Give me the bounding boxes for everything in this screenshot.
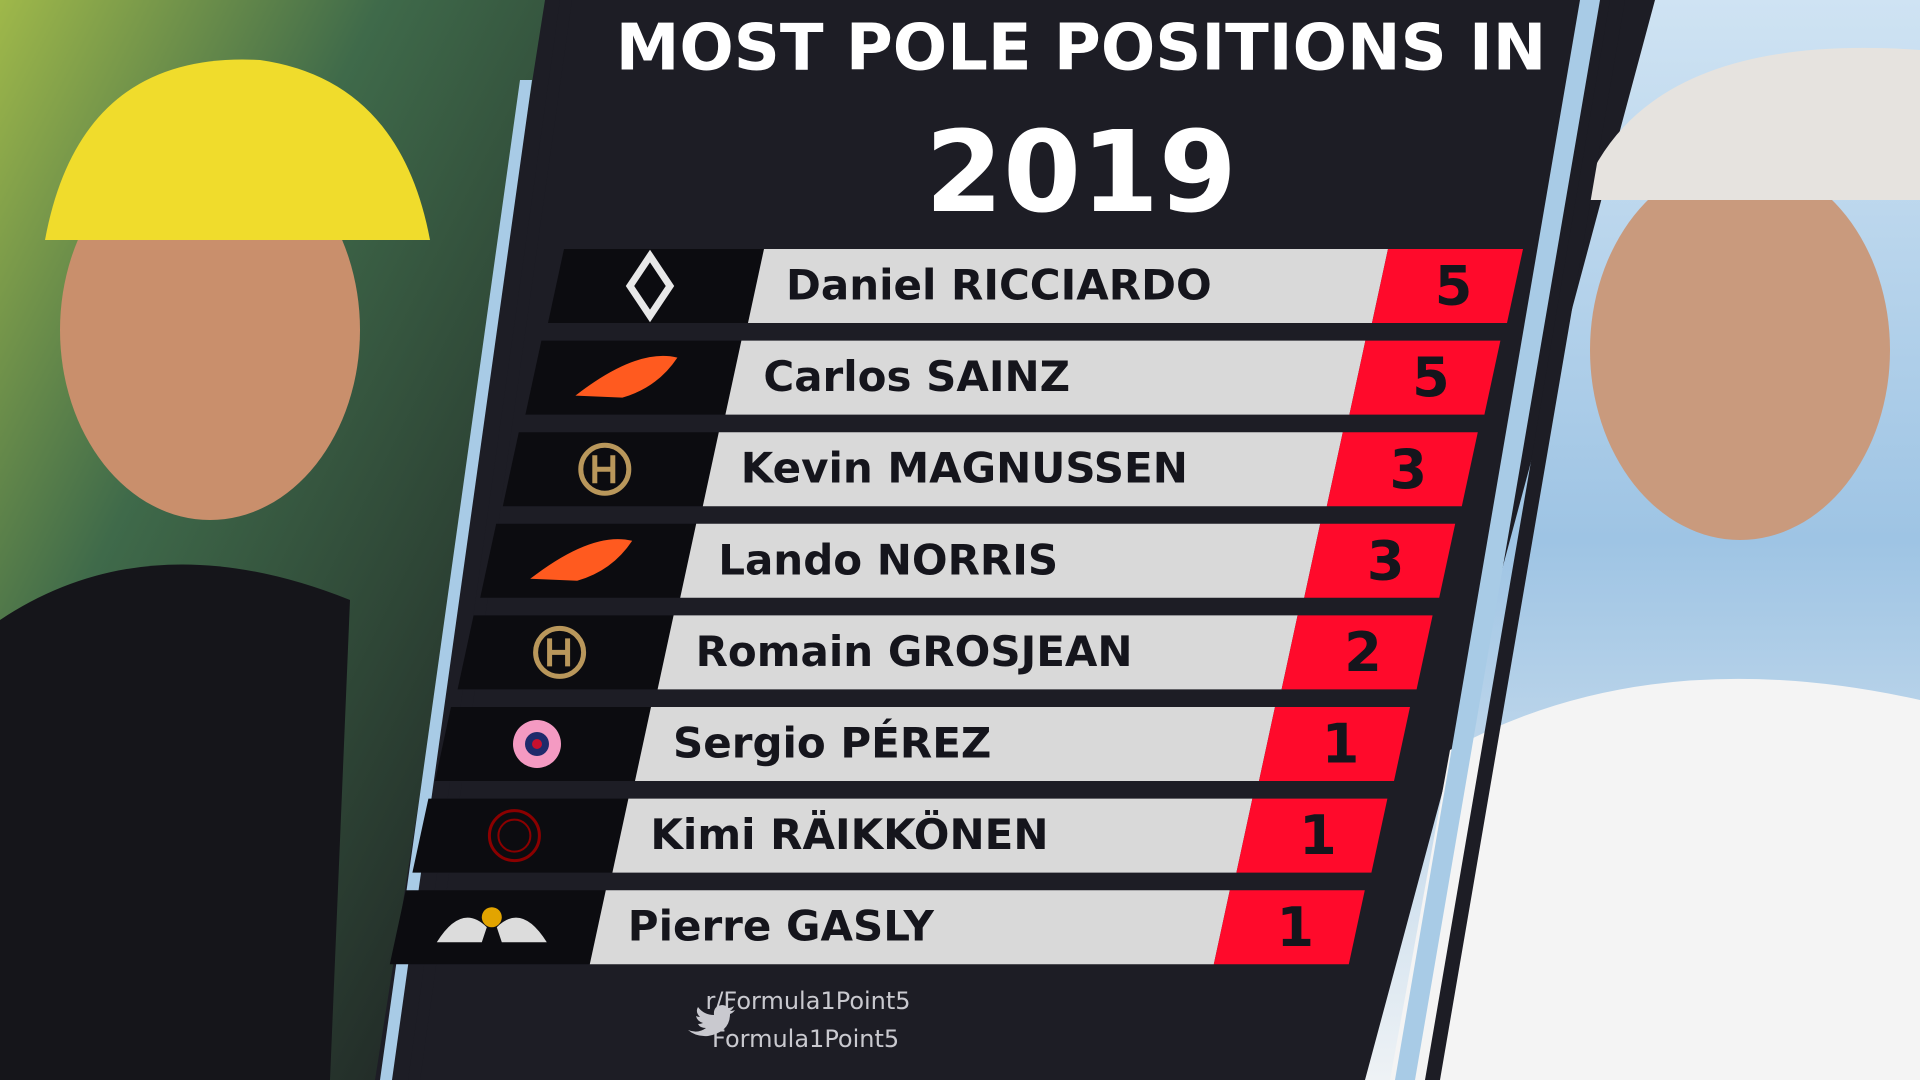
name-panel (635, 707, 1275, 781)
stripe (1425, 0, 1625, 1080)
name-panel (657, 615, 1298, 690)
pole-count: 1 (1322, 713, 1360, 776)
team-logo (497, 818, 532, 853)
twitter-credit: Formula1Point5 (712, 1025, 899, 1053)
right-cap (1580, 47, 1920, 200)
driver-name: Daniel RICCIARDO (786, 261, 1212, 310)
pole-count: 5 (1435, 255, 1473, 318)
stripe (380, 80, 532, 1080)
team-logo (436, 917, 547, 943)
name-panel (748, 249, 1388, 323)
count-panel (1281, 615, 1433, 690)
logo-panel (412, 798, 629, 873)
driver-name: Pierre GASLY (628, 902, 935, 951)
driver-name: Kevin MAGNUSSEN (741, 444, 1188, 493)
team-logo (592, 455, 616, 484)
pole-count: 1 (1299, 804, 1337, 867)
left-suit (0, 564, 350, 1080)
driver-name: Romain GROSJEAN (696, 627, 1133, 676)
team-logo (487, 809, 541, 863)
team-logo (533, 625, 587, 679)
reddit-credit: r/Formula1Point5 (705, 987, 910, 1015)
twitter-icon (688, 1005, 735, 1037)
count-panel (1326, 432, 1478, 507)
pole-count: 2 (1344, 621, 1382, 684)
rows: Daniel RICCIARDO 5 Carlos SAINZ 5 Kevin MAGN… (389, 249, 1523, 965)
title: MOST POLE POSITIONS IN (616, 12, 1547, 86)
pole-count: 3 (1367, 529, 1405, 592)
pole-count: 5 (1412, 346, 1450, 409)
driver-name: Sergio PÉREZ (673, 718, 991, 768)
count-panel (1236, 798, 1388, 873)
count-panel (1304, 523, 1456, 598)
count-panel (1372, 249, 1523, 323)
driver-name: Carlos SAINZ (763, 352, 1070, 401)
team-logo (532, 739, 542, 749)
year: 2019 (925, 108, 1237, 238)
right-shirt (1390, 678, 1920, 1080)
name-panel (680, 523, 1321, 598)
name-panel (725, 340, 1366, 415)
driver-name: Lando NORRIS (718, 535, 1058, 584)
team-logo (578, 442, 632, 496)
pole-count: 1 (1277, 896, 1315, 959)
logo-panel (548, 249, 764, 323)
team-logo (575, 355, 678, 398)
team-logo (625, 249, 675, 323)
pole-count: 3 (1390, 438, 1428, 501)
team-logo (530, 539, 633, 581)
count-panel (1213, 890, 1365, 965)
count-panel (1259, 707, 1410, 781)
driver-name: Kimi RÄIKKÖNEN (650, 809, 1048, 859)
name-panel (612, 798, 1253, 873)
left-cap (45, 59, 430, 240)
count-panel (1349, 340, 1501, 415)
right-face (1590, 160, 1890, 540)
name-panel (589, 890, 1230, 965)
team-logo (547, 638, 571, 667)
name-panel (702, 432, 1343, 507)
team-logo (481, 907, 502, 928)
stripe (1395, 0, 1600, 1080)
